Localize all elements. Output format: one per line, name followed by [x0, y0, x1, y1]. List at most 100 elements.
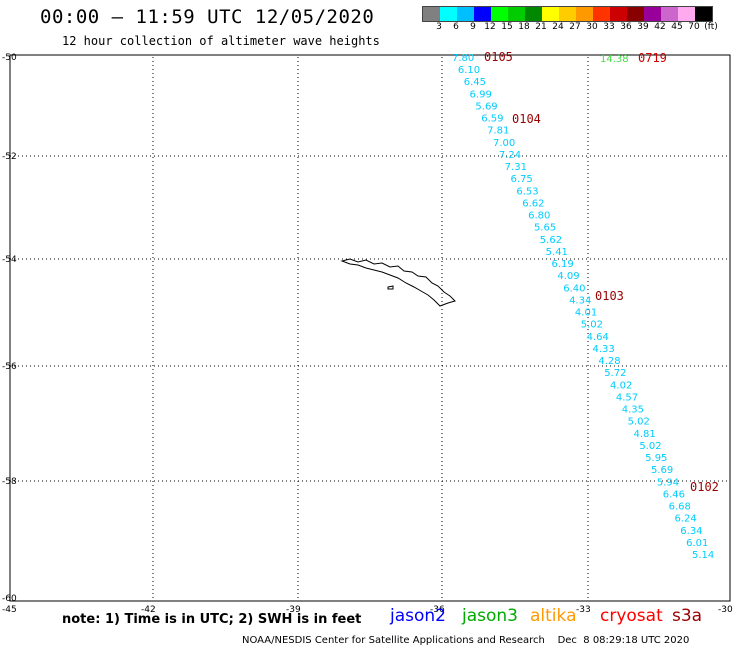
legend-label: 27 [569, 22, 581, 32]
legend-label: 3 [436, 22, 442, 32]
wave-height-value: 5.69 [475, 101, 497, 112]
wave-height-value: 6.46 [663, 489, 685, 500]
legend-label: 15 [501, 22, 513, 32]
latitude-label: -52 [2, 152, 17, 162]
latitude-label: -60 [2, 594, 17, 604]
legend-label: 33 [603, 22, 615, 32]
legend-label: 45 [671, 22, 683, 32]
wave-height-value: 5.62 [540, 235, 562, 246]
legend-swatch [661, 7, 678, 21]
legend-swatch [678, 7, 695, 21]
legend-swatch [440, 7, 457, 21]
legend-swatch [457, 7, 474, 21]
wave-height-value: 5.94 [657, 477, 679, 488]
wave-height-value: 7.31 [505, 162, 527, 173]
legend-label: 39 [637, 22, 649, 32]
wave-height-value: 6.62 [522, 198, 544, 209]
legend-swatch [627, 7, 644, 21]
wave-height-value: 6.10 [458, 65, 480, 76]
legend-label: 36 [620, 22, 632, 32]
wave-height-value: 5.02 [639, 441, 661, 452]
island-fragment [387, 285, 394, 290]
altimeter-track: 7.806.106.456.995.696.597.817.007.247.31… [452, 53, 714, 561]
wave-height-value: 5.72 [604, 368, 626, 379]
footnote: note: 1) Time is in UTC; 2) SWH is in fe… [62, 612, 362, 627]
legend-label: 6 [453, 22, 459, 32]
page-title: 00:00 – 11:59 UTC 12/05/2020 [40, 6, 375, 28]
map-frame [9, 54, 731, 602]
longitude-label: -42 [141, 605, 156, 615]
legend-swatch [695, 7, 712, 21]
latitude-label: -56 [2, 362, 17, 372]
wave-height-value: 6.40 [563, 283, 585, 294]
wave-height-value: 4.35 [622, 405, 644, 416]
map-grid [10, 57, 730, 601]
latitude-label: -58 [2, 477, 17, 487]
pass-time-label: 0102 [690, 480, 719, 494]
legend-swatch [644, 7, 661, 21]
longitude-label: -30 [718, 605, 733, 615]
legend-swatch [423, 7, 440, 21]
pass-time-label: 0105 [484, 50, 513, 64]
longitude-label: -36 [430, 605, 445, 615]
latitude-label: -50 [2, 53, 17, 63]
wave-height-value: 4.34 [569, 295, 591, 306]
wave-height-value: 5.69 [651, 465, 673, 476]
satellite-label: jason3 [462, 606, 518, 626]
wave-height-value: 5.02 [628, 417, 650, 428]
wave-height-value: 7.00 [493, 138, 515, 149]
wave-height-value: 6.99 [470, 89, 492, 100]
wave-height-value: 6.53 [516, 186, 538, 197]
legend-swatch [525, 7, 542, 21]
wave-height-value: 7.80 [452, 53, 474, 64]
wave-height-value: 7.81 [487, 126, 509, 137]
legend-label: 21 [535, 22, 547, 32]
longitude-label: -45 [2, 605, 17, 615]
axis-labels: -50 -52 -54 -56 -58 -60-45 -42 -39 -36 -33 -30 [2, 53, 733, 615]
satellite-label: s3a [672, 606, 703, 626]
wave-height-value: 6.45 [464, 77, 486, 88]
wave-height-value: 4.57 [616, 392, 638, 403]
wave-height-value: 6.80 [528, 211, 550, 222]
wave-height-value: 5.41 [546, 247, 568, 258]
wave-height-value: 4.33 [592, 344, 614, 355]
legend-swatch [474, 7, 491, 21]
wave-height-value: 5.02 [581, 320, 603, 331]
wave-height-value: 4.28 [598, 356, 620, 367]
longitude-label: -33 [576, 605, 591, 615]
legend-label: 70 [688, 22, 700, 32]
legend-swatch [610, 7, 627, 21]
page-subtitle: 12 hour collection of altimeter wave hei… [62, 34, 380, 48]
wave-height-value: 4.81 [633, 429, 655, 440]
legend-swatch [576, 7, 593, 21]
wave-height-value: 4.02 [610, 380, 632, 391]
pass-time-label: 0103 [595, 289, 624, 303]
wave-height-value: 6.01 [686, 538, 708, 549]
legend-label: 42 [654, 22, 666, 32]
satellite-label: jason2 [390, 606, 446, 626]
wave-height-value: 4.01 [575, 308, 597, 319]
wave-height-value: 6.59 [481, 114, 503, 125]
wave-height-value: 5.14 [692, 550, 714, 561]
wave-height-value: 6.68 [669, 502, 691, 513]
south-georgia-island [340, 258, 456, 307]
legend-label: 9 [470, 22, 476, 32]
pass-time-label: 0104 [512, 112, 541, 126]
longitude-label: -39 [286, 605, 301, 615]
satellite-label: altika [530, 606, 577, 626]
wave-height-value: 7.24 [499, 150, 521, 161]
legend-label: 18 [518, 22, 530, 32]
color-scale-legend [422, 6, 713, 22]
legend-swatch [559, 7, 576, 21]
legend-label: 30 [586, 22, 598, 32]
wave-height-value: 6.24 [674, 514, 696, 525]
latitude-label: -54 [2, 255, 17, 265]
wave-height-value: 5.65 [534, 223, 556, 234]
legend-swatch [508, 7, 525, 21]
legend-label: 12 [484, 22, 496, 32]
wave-height-value: 4.64 [587, 332, 609, 343]
satellite-label: cryosat [600, 606, 663, 626]
pass-time-labels: 0105 0719 0104 0103 0102 [484, 50, 719, 494]
pass-time-label: 0719 [638, 51, 667, 65]
